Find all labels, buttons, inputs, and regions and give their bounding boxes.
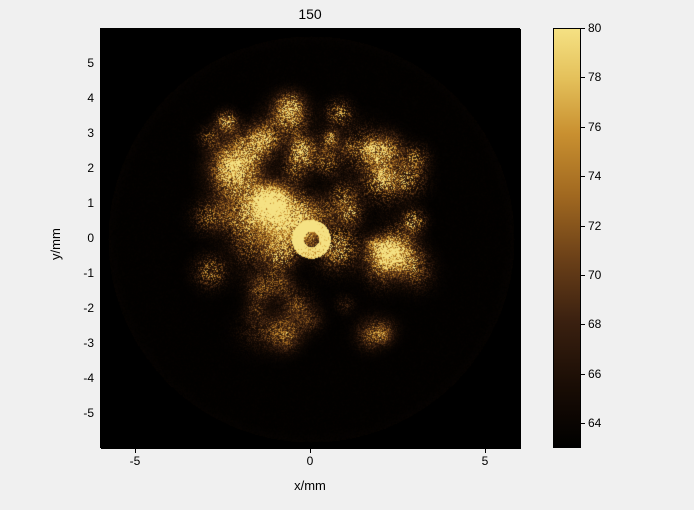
y-tick-label: 0 xyxy=(87,231,94,245)
page-title: 150 xyxy=(100,6,520,22)
y-tick-mark xyxy=(515,133,520,134)
x-tick-mark xyxy=(310,448,311,453)
figure: 150 -5 0 5 -5 -4 -3 -2 -1 0 1 2 3 4 5 x/mm y/mm 64 66… xyxy=(0,0,694,510)
x-tick-label: 5 xyxy=(482,454,489,468)
colorbar-tick-mark xyxy=(581,226,585,227)
y-tick-mark xyxy=(515,413,520,414)
colorbar-tick-label: 76 xyxy=(588,120,601,134)
x-tick-label: -5 xyxy=(130,454,141,468)
y-tick-mark xyxy=(100,63,105,64)
heatmap-canvas xyxy=(101,29,521,449)
y-tick-label: -4 xyxy=(83,371,94,385)
y-tick-mark xyxy=(100,168,105,169)
y-tick-label: 2 xyxy=(87,161,94,175)
y-tick-mark xyxy=(515,168,520,169)
y-tick-label: 4 xyxy=(87,91,94,105)
y-tick-mark xyxy=(100,133,105,134)
colorbar-tick-mark xyxy=(581,127,585,128)
colorbar-tick-label: 66 xyxy=(588,367,601,381)
y-tick-mark xyxy=(515,98,520,99)
y-tick-mark xyxy=(100,378,105,379)
colorbar-tick-mark xyxy=(581,77,585,78)
x-tick-mark xyxy=(135,448,136,453)
y-axis-label: y/mm xyxy=(48,228,63,260)
y-tick-mark xyxy=(100,273,105,274)
x-tick-mark xyxy=(485,448,486,453)
y-tick-mark xyxy=(100,308,105,309)
y-tick-label: -2 xyxy=(83,301,94,315)
y-tick-label: 1 xyxy=(87,196,94,210)
y-tick-mark xyxy=(100,343,105,344)
colorbar xyxy=(553,28,581,448)
x-tick-mark xyxy=(135,28,136,33)
y-tick-mark xyxy=(515,238,520,239)
y-tick-mark xyxy=(100,238,105,239)
y-tick-mark xyxy=(515,273,520,274)
y-tick-mark xyxy=(515,343,520,344)
colorbar-tick-mark xyxy=(581,28,585,29)
colorbar-tick-mark xyxy=(581,324,585,325)
y-tick-label: -1 xyxy=(83,266,94,280)
colorbar-tick-label: 72 xyxy=(588,219,601,233)
x-axis-label: x/mm xyxy=(100,478,520,493)
y-tick-label: -5 xyxy=(83,406,94,420)
y-tick-mark xyxy=(515,378,520,379)
y-tick-mark xyxy=(515,308,520,309)
y-tick-label: 5 xyxy=(87,56,94,70)
y-tick-mark xyxy=(515,63,520,64)
y-tick-mark xyxy=(100,98,105,99)
colorbar-tick-mark xyxy=(581,176,585,177)
y-tick-mark xyxy=(100,203,105,204)
colorbar-tick-label: 74 xyxy=(588,169,601,183)
x-tick-label: 0 xyxy=(307,454,314,468)
y-tick-label: -3 xyxy=(83,336,94,350)
x-tick-mark xyxy=(310,28,311,33)
colorbar-tick-mark xyxy=(581,374,585,375)
y-tick-mark xyxy=(100,413,105,414)
y-tick-label: 3 xyxy=(87,126,94,140)
colorbar-tick-label: 78 xyxy=(588,70,601,84)
colorbar-tick-mark xyxy=(581,275,585,276)
y-tick-mark xyxy=(515,203,520,204)
colorbar-tick-mark xyxy=(581,423,585,424)
plot-area xyxy=(100,28,520,448)
colorbar-tick-label: 64 xyxy=(588,416,601,430)
colorbar-tick-label: 80 xyxy=(588,21,601,35)
colorbar-tick-label: 68 xyxy=(588,317,601,331)
colorbar-tick-label: 70 xyxy=(588,268,601,282)
x-tick-mark xyxy=(485,28,486,33)
